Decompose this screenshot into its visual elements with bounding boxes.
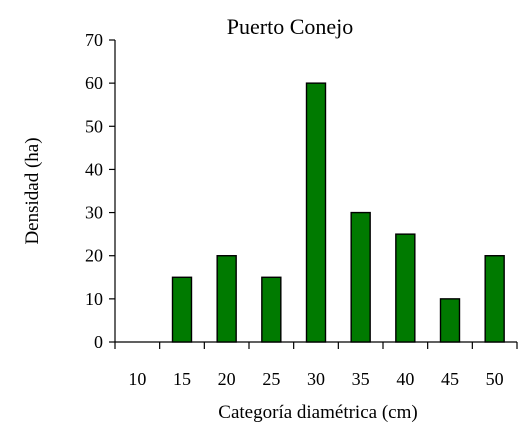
bar-35 — [350, 211, 371, 343]
x-tick-label: 25 — [262, 369, 280, 389]
y-tick-label: 20 — [85, 246, 103, 266]
y-axis: 0 10 20 30 40 50 60 70 — [85, 30, 116, 352]
y-tick-label: 30 — [85, 203, 103, 223]
y-tick-label: 40 — [85, 159, 103, 179]
x-tick-label: 35 — [352, 369, 370, 389]
bar-30 — [305, 82, 327, 343]
bar-15 — [171, 276, 193, 343]
bar-40 — [395, 233, 416, 343]
y-tick-label: 70 — [85, 30, 103, 50]
x-tick-label: 50 — [486, 369, 504, 389]
bar-20 — [216, 255, 237, 343]
y-tick-label: 10 — [85, 289, 103, 309]
y-tick-label: 60 — [85, 73, 103, 93]
x-tick-label: 30 — [307, 369, 325, 389]
x-tick-label: 20 — [218, 369, 236, 389]
y-tick-label: 0 — [94, 332, 103, 352]
x-tick-label: 15 — [173, 369, 191, 389]
y-axis-label: Densidad (ha) — [22, 137, 43, 244]
chart-title: Puerto Conejo — [227, 14, 354, 39]
y-tick-label: 50 — [85, 116, 103, 136]
x-tick-label: 45 — [441, 369, 459, 389]
x-tick-label: 40 — [396, 369, 414, 389]
bar-45 — [439, 298, 461, 343]
x-axis: 10 15 20 25 30 35 40 45 50 — [114, 341, 518, 389]
x-axis-label: Categoría diamétrica (cm) — [218, 402, 417, 423]
bars — [171, 82, 505, 343]
x-tick-label: 10 — [128, 369, 146, 389]
bar-25 — [261, 276, 282, 343]
bar-50 — [484, 255, 505, 343]
